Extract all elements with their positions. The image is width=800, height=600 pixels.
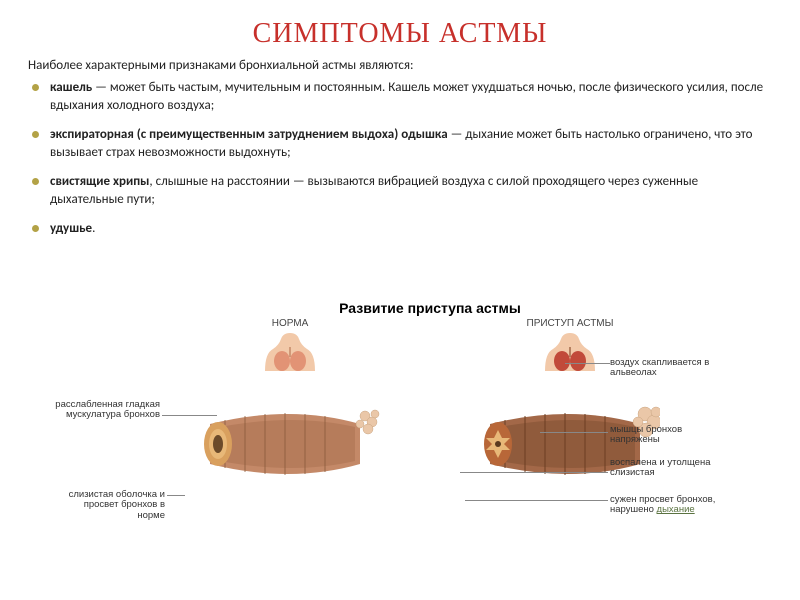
column-labels: НОРМА ПРИСТУП АСТМЫ	[150, 318, 710, 329]
diagram-container: Развитие приступа астмы НОРМА ПРИСТУП АС…	[150, 300, 710, 590]
annot-relaxed: расслабленная гладкая мускулатура бронхо…	[55, 400, 160, 421]
annot-narrowed: сужен просвет бронхов, нарушено дыхание	[610, 495, 740, 516]
annot-inflamed: воспалена и утолщена слизистая	[610, 458, 720, 479]
list-item: удушье.	[50, 220, 772, 238]
list-item: кашель — может быть частым, мучительным …	[50, 79, 772, 114]
annot-tense: мышцы бронхов напряжены	[610, 425, 720, 446]
page-title: СИМПТОМЫ АСТМЫ	[28, 18, 772, 50]
torso-normal	[255, 331, 325, 386]
annot-air: воздух скапливается в альвеолах	[610, 358, 730, 379]
annot-mucosa: слизистая оболочка и просвет бронхов в н…	[55, 490, 165, 521]
label-normal: НОРМА	[150, 318, 430, 329]
torso-attack	[535, 331, 605, 386]
intro-text: Наиболее характерными признаками бронхиа…	[28, 58, 772, 73]
symptom-list: кашель — может быть частым, мучительным …	[28, 79, 772, 238]
diagram-title: Развитие приступа астмы	[150, 300, 710, 316]
list-item: экспираторная (с преимущественным затруд…	[50, 126, 772, 161]
label-attack: ПРИСТУП АСТМЫ	[430, 318, 710, 329]
list-item: свистящие хрипы, слышные на расстоянии —…	[50, 173, 772, 208]
bronchus-normal	[200, 394, 380, 484]
